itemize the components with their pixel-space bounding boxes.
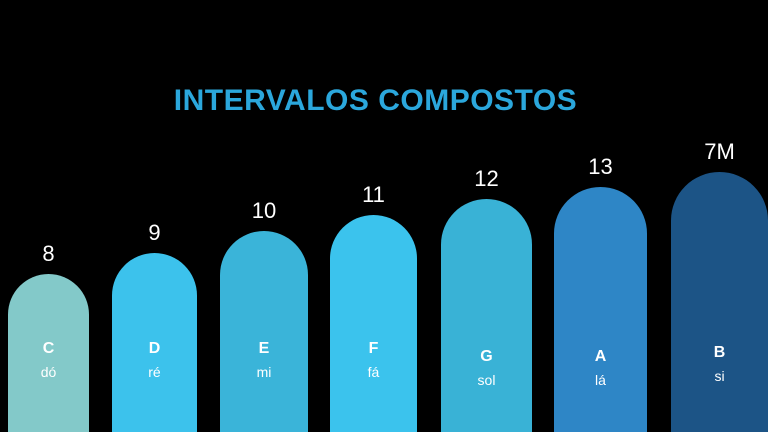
note-solfege: lá: [595, 372, 606, 388]
bar-group: 11 F fá: [330, 0, 417, 432]
bar-group: 12 G sol: [441, 0, 532, 432]
bar-note-labels: E mi: [220, 337, 308, 383]
bar-note-labels: B si: [671, 341, 768, 387]
note-letter: D: [148, 340, 161, 357]
bar-value-label: 12: [474, 166, 499, 191]
note-solfege: fá: [367, 364, 380, 380]
bar-note-labels: C dó: [8, 337, 89, 383]
bar-value-label: 13: [588, 154, 613, 179]
page-title: INTERVALOS COMPOSTOS: [173, 84, 578, 117]
note-solfege: ré: [148, 364, 161, 380]
note-letter: C: [42, 340, 55, 357]
bar: B si: [671, 172, 768, 432]
bar-note-labels: D ré: [112, 337, 197, 383]
bar-value-label: 10: [251, 198, 277, 223]
bar-group: 13 A lá: [554, 0, 647, 432]
note-letter: B: [713, 344, 726, 361]
bar: C dó: [8, 274, 89, 432]
bar-value-label: 8: [42, 241, 55, 266]
bar: F fá: [330, 215, 417, 432]
bar-note-labels: F fá: [330, 337, 417, 383]
bar-group: 7M B si: [671, 0, 768, 432]
note-letter: F: [368, 340, 379, 357]
bar-group: 8 C dó: [8, 0, 89, 432]
note-letter: G: [480, 348, 493, 365]
note-solfege: si: [714, 368, 725, 384]
note-solfege: dó: [40, 364, 57, 380]
bar: D ré: [112, 253, 197, 432]
bar-group: 9 D ré: [112, 0, 197, 432]
bar: G sol: [441, 199, 532, 432]
note-letter: A: [594, 348, 607, 365]
note-solfege: sol: [477, 372, 496, 388]
bar-value-label: 11: [362, 182, 385, 207]
bar: A lá: [554, 187, 647, 432]
bar-value-label: 9: [148, 220, 161, 245]
note-solfege: mi: [256, 364, 272, 380]
note-letter: E: [258, 340, 270, 357]
bar-note-labels: G sol: [441, 345, 532, 391]
bar-note-labels: A lá: [554, 345, 647, 391]
bar-value-label: 7M: [704, 139, 735, 164]
bar: E mi: [220, 231, 308, 432]
bar-group: 10 E mi: [220, 0, 308, 432]
